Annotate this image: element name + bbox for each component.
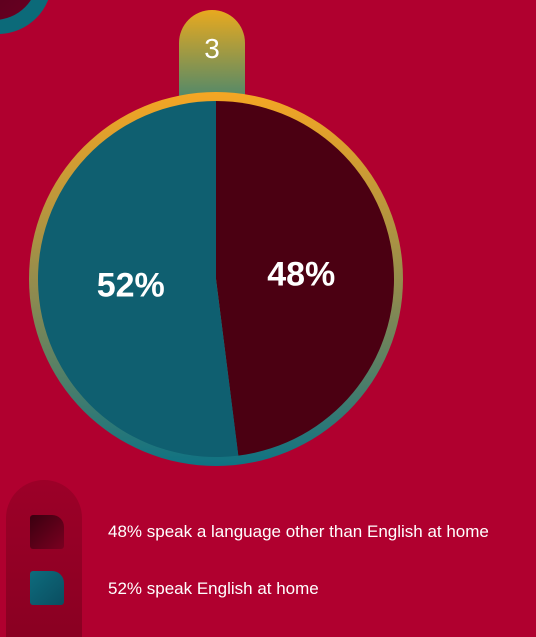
legend-label-english: 52% speak English at home bbox=[108, 579, 319, 598]
pie-slice-other-language bbox=[216, 101, 395, 456]
corner-decoration bbox=[0, 0, 49, 34]
pie-slices bbox=[38, 101, 395, 457]
pie-label-other-language: 48% bbox=[267, 256, 335, 294]
step-badge-number: 3 bbox=[204, 33, 220, 64]
legend-background bbox=[6, 480, 82, 637]
legend-label-other-language: 48% speak a language other than English … bbox=[108, 522, 489, 541]
legend-swatch-english bbox=[30, 571, 64, 605]
pie-slice-english bbox=[38, 101, 239, 457]
pie-label-english: 52% bbox=[97, 266, 165, 304]
pie-labels: 48% 52% bbox=[97, 256, 336, 305]
legend-swatch-other-language bbox=[30, 515, 64, 549]
